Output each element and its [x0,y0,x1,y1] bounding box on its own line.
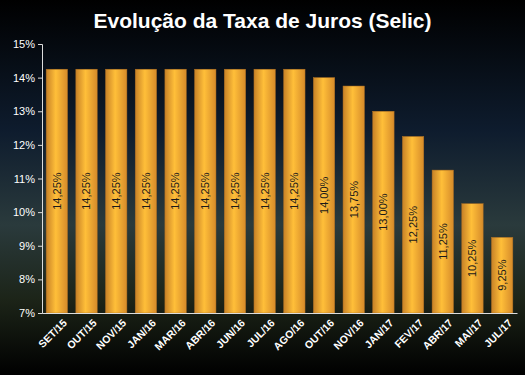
y-tick: 7% [19,307,42,319]
y-tick-label: 10% [13,206,35,218]
data-label: 14,25% [288,172,300,210]
x-tick-label: ABR/17 [420,317,455,352]
data-label: 11,25% [437,223,449,260]
bar [224,69,245,313]
data-label: 14,25% [80,172,92,210]
y-tick-label: 14% [13,72,35,84]
x-tick: OUT/15 [64,317,99,352]
background [0,0,525,375]
bar [46,69,67,313]
x-tick: ABR/16 [183,317,218,352]
x-tick: JUL/17 [481,317,514,350]
y-tick-mark [38,179,42,180]
x-tick-label: JUL/17 [481,317,514,350]
bar [195,69,216,313]
data-label: 12,25% [407,206,419,244]
bar [135,69,156,313]
y-tick: 11% [14,173,42,185]
data-labels: 14,25% 14,25% 14,25% 14,25% 14,25% 14,25% 14,2… [51,172,508,291]
y-tick: 15% [13,38,42,50]
y-tick-mark [38,44,42,45]
y-tick-label: 8% [19,273,35,285]
plot: 7%8%9%10%11%12%13%14%15%SET/15OUT/15NOV/… [13,38,518,352]
bar [402,136,423,313]
y-tick: 14% [13,72,42,84]
x-tick: NOV/16 [331,317,366,352]
y-tick-mark [38,246,42,247]
bar [284,69,305,313]
x-tick: JAN/17 [362,317,396,351]
y-tick-label: 13% [13,105,35,117]
y-tick-mark [38,212,42,213]
bar [106,69,127,313]
data-label: 10,25% [466,239,478,277]
y-tick-mark [38,78,42,79]
y-tick-mark [38,313,42,314]
bar [76,69,97,313]
data-label: 14,25% [169,172,181,210]
x-tick: AGO/16 [271,317,307,353]
x-tick-label: MAR/16 [152,317,188,353]
bar [313,78,334,313]
x-axis: SET/15OUT/15NOV/15JAN/16MAR/16ABR/16JUN/… [36,314,518,353]
y-tick-label: 9% [19,240,35,252]
bar [462,204,483,313]
bar [254,69,275,313]
data-label: 14,25% [140,172,152,210]
y-tick: 8% [19,273,42,285]
x-axis-line [43,313,518,314]
data-label: 13,00% [377,193,389,231]
x-tick: SET/15 [36,317,69,350]
x-tick-label: MAI/17 [452,317,485,350]
chart-container: Evolução da Taxa de Juros (Selic) 7% 8% 9% 1… [0,0,525,375]
data-label: 14,00% [318,176,330,214]
bar [165,69,186,313]
x-tick: FEV/17 [392,317,425,350]
data-label: 14,25% [229,172,241,210]
y-tick-label: 7% [19,307,35,319]
bar [343,86,364,313]
x-tick-label: SET/15 [36,317,69,350]
x-tick-label: ABR/16 [183,317,218,352]
x-tick-label: NOV/15 [93,317,128,352]
x-tick: OUT/16 [302,317,337,352]
y-tick-mark [38,279,42,280]
y-tick: 9% [19,240,42,252]
data-label: 14,25% [259,172,271,210]
y-tick-mark [38,111,42,112]
x-tick-label: JUN/16 [213,317,247,351]
y-tick-mark [38,145,42,146]
chart-svg: Evolução da Taxa de Juros (Selic) 7% 8% 9% 1… [0,0,525,375]
y-tick: 10% [13,206,42,218]
bar [491,237,512,313]
bar [373,111,394,313]
data-label: 14,25% [51,172,63,210]
y-tick: 12% [13,139,42,151]
x-tick: MAR/16 [152,317,188,353]
x-tick: NOV/15 [93,317,128,352]
data-label: 13,75% [348,181,360,219]
x-tick-label: JAN/17 [362,317,396,351]
data-label: 14,25% [199,172,211,210]
title: Evolução da Taxa de Juros (Selic) [93,9,431,32]
y-tick-label: 12% [13,139,35,151]
x-tick-label: NOV/16 [331,317,366,352]
x-tick-label: FEV/17 [392,317,425,350]
x-tick-label: OUT/15 [64,317,99,352]
x-tick: ABR/17 [420,317,455,352]
y-axis-line [38,45,43,314]
x-tick-label: OUT/16 [302,317,337,352]
y-tick-label: 15% [13,38,35,50]
data-label: 14,25% [110,172,122,210]
x-tick: MAI/17 [452,317,485,350]
x-tick-label: AGO/16 [271,317,307,353]
y-tick-label: 11% [14,173,35,185]
y-axis: 7% 8% 9% 10% 11% 12% 13% 14% 15% [13,38,43,319]
y-tick: 13% [13,105,42,117]
bar [432,170,453,313]
x-tick: JUN/16 [213,317,247,351]
data-label: 9,25% [496,259,508,290]
bars [46,69,513,313]
